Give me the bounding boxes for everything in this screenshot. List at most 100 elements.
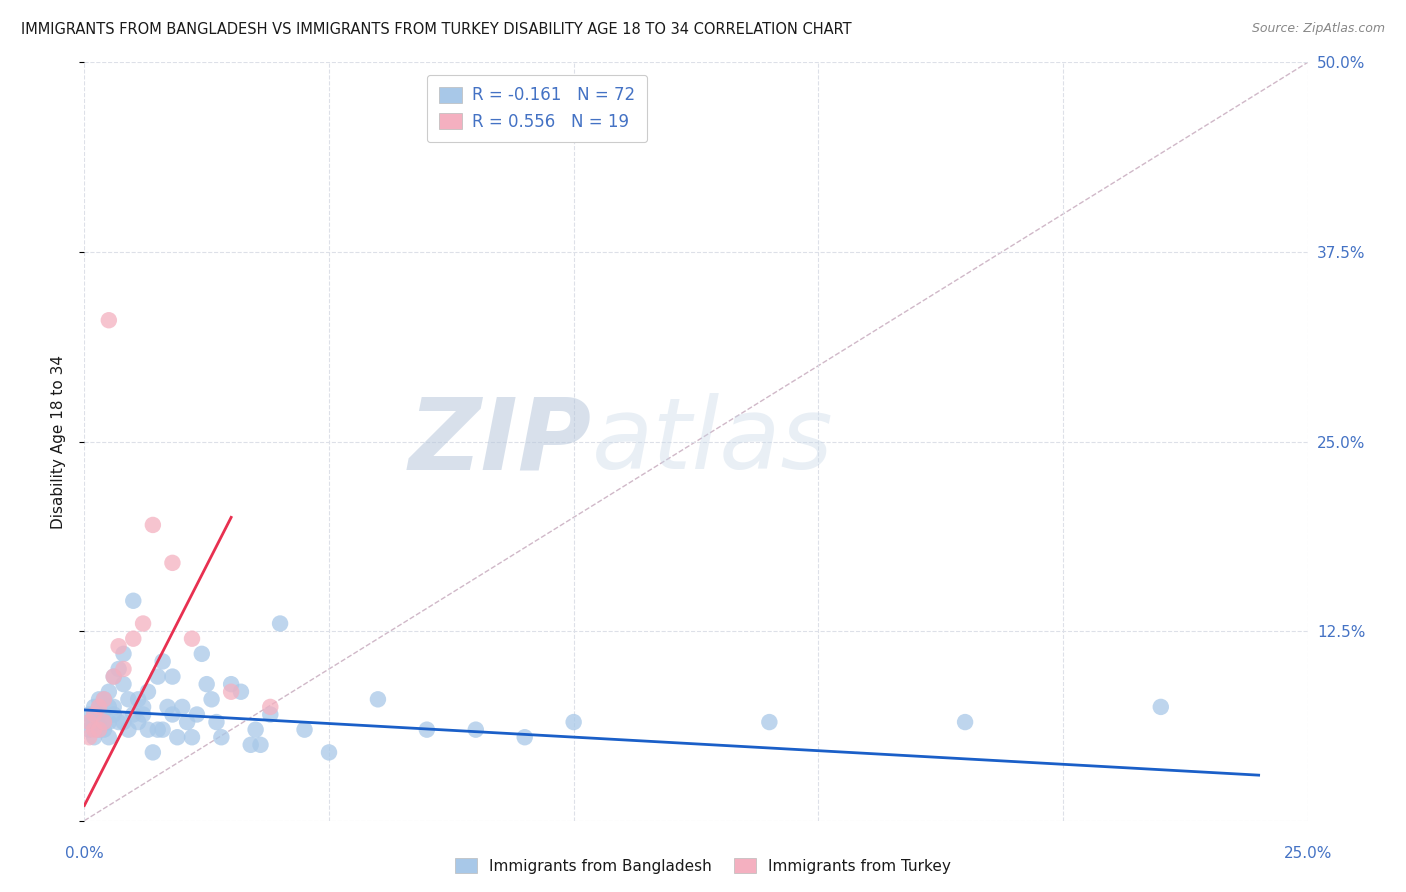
Point — [269, 616, 291, 631]
Point — [162, 707, 184, 722]
Point — [1150, 699, 1173, 714]
Point — [245, 723, 267, 737]
Point — [464, 723, 486, 737]
Point — [77, 715, 100, 730]
Point — [77, 707, 100, 722]
Point — [112, 677, 135, 691]
Legend: Immigrants from Bangladesh, Immigrants from Turkey: Immigrants from Bangladesh, Immigrants f… — [449, 852, 957, 880]
Point — [107, 662, 129, 676]
Point — [117, 692, 139, 706]
Text: 0.0%: 0.0% — [65, 846, 104, 861]
Point — [513, 730, 536, 744]
Point — [132, 707, 155, 722]
Point — [152, 655, 174, 669]
Point — [97, 715, 120, 730]
Point — [229, 685, 252, 699]
Point — [83, 707, 105, 722]
Point — [107, 715, 129, 730]
Point — [249, 738, 271, 752]
Point — [103, 699, 125, 714]
Point — [87, 715, 110, 730]
Point — [152, 723, 174, 737]
Point — [87, 699, 110, 714]
Point — [93, 692, 115, 706]
Point — [176, 715, 198, 730]
Point — [191, 647, 214, 661]
Point — [162, 669, 184, 683]
Text: IMMIGRANTS FROM BANGLADESH VS IMMIGRANTS FROM TURKEY DISABILITY AGE 18 TO 34 COR: IMMIGRANTS FROM BANGLADESH VS IMMIGRANTS… — [21, 22, 852, 37]
Point — [172, 699, 194, 714]
Point — [162, 556, 184, 570]
Point — [239, 738, 262, 752]
Point — [87, 723, 110, 737]
Point — [83, 699, 105, 714]
Point — [103, 707, 125, 722]
Text: atlas: atlas — [592, 393, 834, 490]
Y-axis label: Disability Age 18 to 34: Disability Age 18 to 34 — [51, 354, 66, 529]
Point — [93, 715, 115, 730]
Point — [112, 662, 135, 676]
Point — [259, 699, 281, 714]
Point — [103, 669, 125, 683]
Point — [259, 707, 281, 722]
Point — [318, 746, 340, 760]
Point — [953, 715, 976, 730]
Point — [112, 647, 135, 661]
Point — [156, 699, 179, 714]
Point — [97, 685, 120, 699]
Point — [112, 715, 135, 730]
Point — [83, 723, 105, 737]
Point — [209, 730, 232, 744]
Point — [132, 616, 155, 631]
Point — [136, 685, 159, 699]
Legend: R = -0.161   N = 72, R = 0.556   N = 19: R = -0.161 N = 72, R = 0.556 N = 19 — [427, 75, 647, 142]
Point — [87, 707, 110, 722]
Point — [146, 669, 169, 683]
Point — [219, 685, 242, 699]
Point — [205, 715, 228, 730]
Point — [142, 517, 165, 532]
Point — [87, 723, 110, 737]
Text: 25.0%: 25.0% — [1284, 846, 1331, 861]
Point — [146, 723, 169, 737]
Point — [93, 723, 115, 737]
Point — [127, 692, 149, 706]
Point — [122, 594, 145, 608]
Point — [200, 692, 222, 706]
Point — [83, 715, 105, 730]
Point — [87, 692, 110, 706]
Point — [367, 692, 389, 706]
Point — [132, 699, 155, 714]
Point — [97, 313, 120, 327]
Point — [97, 699, 120, 714]
Point — [83, 707, 105, 722]
Text: Source: ZipAtlas.com: Source: ZipAtlas.com — [1251, 22, 1385, 36]
Point — [93, 715, 115, 730]
Text: ZIP: ZIP — [409, 393, 592, 490]
Point — [77, 730, 100, 744]
Point — [122, 632, 145, 646]
Point — [97, 730, 120, 744]
Point — [127, 715, 149, 730]
Point — [77, 715, 100, 730]
Point — [186, 707, 208, 722]
Point — [758, 715, 780, 730]
Point — [181, 730, 204, 744]
Point — [122, 707, 145, 722]
Point — [136, 723, 159, 737]
Point — [219, 677, 242, 691]
Point — [93, 692, 115, 706]
Point — [294, 723, 316, 737]
Point — [181, 632, 204, 646]
Point — [107, 639, 129, 653]
Point — [142, 746, 165, 760]
Point — [166, 730, 188, 744]
Point — [117, 723, 139, 737]
Point — [416, 723, 439, 737]
Point — [77, 723, 100, 737]
Point — [562, 715, 585, 730]
Point — [195, 677, 218, 691]
Point — [87, 699, 110, 714]
Point — [83, 730, 105, 744]
Point — [103, 669, 125, 683]
